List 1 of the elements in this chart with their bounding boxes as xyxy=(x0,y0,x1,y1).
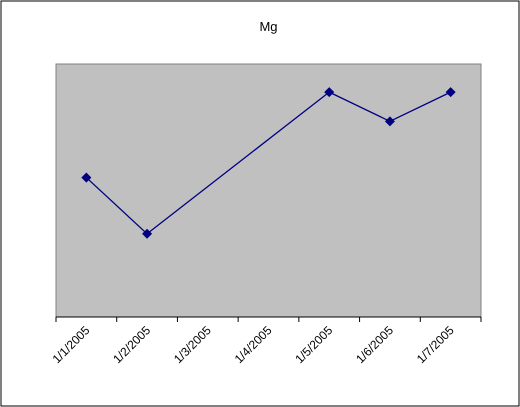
chart-title: Mg xyxy=(259,19,278,34)
